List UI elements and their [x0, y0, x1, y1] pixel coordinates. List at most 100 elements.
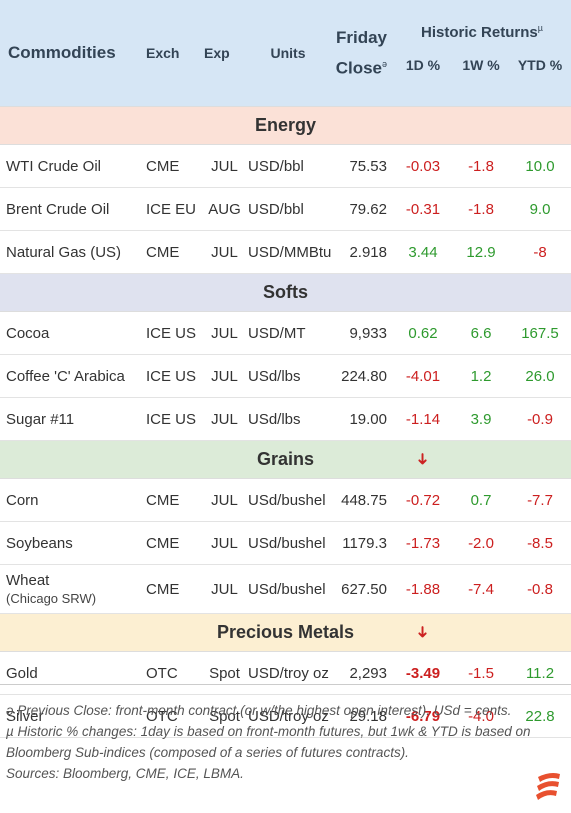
table-row: Silver OTC Spot USD/troy oz 29.18 -6.79 … — [0, 694, 571, 738]
header-exch: Exch — [145, 0, 203, 107]
row-units: USd/bushel — [246, 564, 330, 614]
row-1d: -0.31 — [393, 187, 453, 231]
header-exp: Exp — [203, 0, 246, 107]
section-metals-label: Precious Metals — [216, 622, 355, 642]
header-commodities: Commodities — [0, 0, 145, 107]
row-units: USD/MT — [246, 311, 330, 355]
row-ytd: 11.2 — [509, 651, 571, 695]
header-historic-label: Historic Returns — [421, 24, 538, 41]
row-close: 224.80 — [330, 354, 393, 398]
brand-logo-icon — [536, 773, 560, 800]
header-friday-line2: Close — [335, 58, 382, 78]
row-units: USd/lbs — [246, 354, 330, 398]
row-ytd: 26.0 — [509, 354, 571, 398]
header-units: Units — [246, 0, 330, 107]
table-row: Corn CME JUL USd/bushel 448.75 -0.72 0.7… — [0, 478, 571, 522]
row-exch: CME — [145, 230, 203, 274]
row-ytd: -7.7 — [509, 478, 571, 522]
row-name: Soybeans — [0, 521, 145, 565]
header-friday-line1: Friday — [335, 27, 387, 47]
row-exch: ICE EU — [145, 187, 203, 231]
row-name: Silver — [0, 694, 145, 738]
row-exch: ICE US — [145, 311, 203, 355]
table-row: Wheat (Chicago SRW) CME JUL USd/bushel 6… — [0, 564, 571, 614]
row-exp: JUL — [203, 230, 246, 274]
section-grains-label: Grains — [256, 449, 315, 469]
row-ytd: 10.0 — [509, 144, 571, 188]
section-softs-label: Softs — [0, 273, 571, 312]
header-historic-returns: Historic Returnsµ — [393, 0, 571, 43]
row-units: USd/bushel — [246, 521, 330, 565]
row-ytd: -8 — [509, 230, 571, 274]
row-units: USd/lbs — [246, 397, 330, 441]
section-grains-cell: Grains ➜ — [0, 440, 571, 479]
row-1w: -1.8 — [453, 187, 509, 231]
row-1w: -1.5 — [453, 651, 509, 695]
header-friday-mark: ə — [381, 58, 387, 69]
row-1d: -6.79 — [393, 694, 453, 738]
row-exp: JUL — [203, 521, 246, 565]
row-exp: JUL — [203, 397, 246, 441]
row-exch: ICE US — [145, 354, 203, 398]
table-row: Soybeans CME JUL USd/bushel 1179.3 -1.73… — [0, 521, 571, 565]
row-name-sub: (Chicago SRW) — [6, 591, 97, 606]
row-exp: JUL — [203, 564, 246, 614]
row-units: USD/troy oz — [246, 694, 330, 738]
row-ytd: 22.8 — [509, 694, 571, 738]
row-close: 1179.3 — [330, 521, 393, 565]
row-exch: CME — [145, 564, 203, 614]
row-ytd: -0.8 — [509, 564, 571, 614]
table-row: Coffee 'C' Arabica ICE US JUL USd/lbs 22… — [0, 354, 571, 398]
row-1w: -1.8 — [453, 144, 509, 188]
row-close: 2.918 — [330, 230, 393, 274]
row-1d: 3.44 — [393, 230, 453, 274]
table-row: Brent Crude Oil ICE EU AUG USD/bbl 79.62… — [0, 187, 571, 231]
row-1d: -1.88 — [393, 564, 453, 614]
section-metals-cell: Precious Metals ➜ — [0, 613, 571, 652]
row-name: Gold — [0, 651, 145, 695]
row-exp: AUG — [203, 187, 246, 231]
row-exch: OTC — [145, 694, 203, 738]
row-exch: CME — [145, 144, 203, 188]
row-close: 79.62 — [330, 187, 393, 231]
row-exp: Spot — [203, 651, 246, 695]
row-exch: ICE US — [145, 397, 203, 441]
row-close: 2,293 — [330, 651, 393, 695]
section-grains: Grains ➜ — [0, 440, 571, 479]
row-1w: 6.6 — [453, 311, 509, 355]
row-name: Corn — [0, 478, 145, 522]
section-energy-label: Energy — [0, 106, 571, 145]
header-1d: 1D % — [393, 43, 453, 107]
row-1w: -2.0 — [453, 521, 509, 565]
footer-divider — [0, 684, 571, 685]
row-exp: JUL — [203, 354, 246, 398]
row-1w: 1.2 — [453, 354, 509, 398]
row-ytd: -8.5 — [509, 521, 571, 565]
section-energy: Energy — [0, 106, 571, 145]
row-exp: JUL — [203, 311, 246, 355]
row-name: Coffee 'C' Arabica — [0, 354, 145, 398]
down-right-arrow-icon: ➜ — [413, 625, 431, 639]
row-1w: 12.9 — [453, 230, 509, 274]
row-name: Wheat — [6, 572, 50, 589]
row-ytd: 167.5 — [509, 311, 571, 355]
row-ytd: -0.9 — [509, 397, 571, 441]
row-exch: OTC — [145, 651, 203, 695]
row-close: 9,933 — [330, 311, 393, 355]
header-friday-close: Friday Closeə — [330, 0, 393, 107]
row-name: Cocoa — [0, 311, 145, 355]
row-name: WTI Crude Oil — [0, 144, 145, 188]
table-row: Sugar #11 ICE US JUL USd/lbs 19.00 -1.14… — [0, 397, 571, 441]
footnotes: ə Previous Close: front-month contract (… — [6, 700, 561, 784]
row-name: Natural Gas (US) — [0, 230, 145, 274]
table-row: Natural Gas (US) CME JUL USD/MMBtu 2.918… — [0, 230, 571, 274]
row-1w: -7.4 — [453, 564, 509, 614]
row-1w: 0.7 — [453, 478, 509, 522]
row-1d: -3.49 — [393, 651, 453, 695]
table-row: Cocoa ICE US JUL USD/MT 9,933 0.62 6.6 1… — [0, 311, 571, 355]
row-name: Sugar #11 — [0, 397, 145, 441]
row-1d: 0.62 — [393, 311, 453, 355]
row-units: USd/bushel — [246, 478, 330, 522]
row-1d: -0.03 — [393, 144, 453, 188]
row-close: 448.75 — [330, 478, 393, 522]
